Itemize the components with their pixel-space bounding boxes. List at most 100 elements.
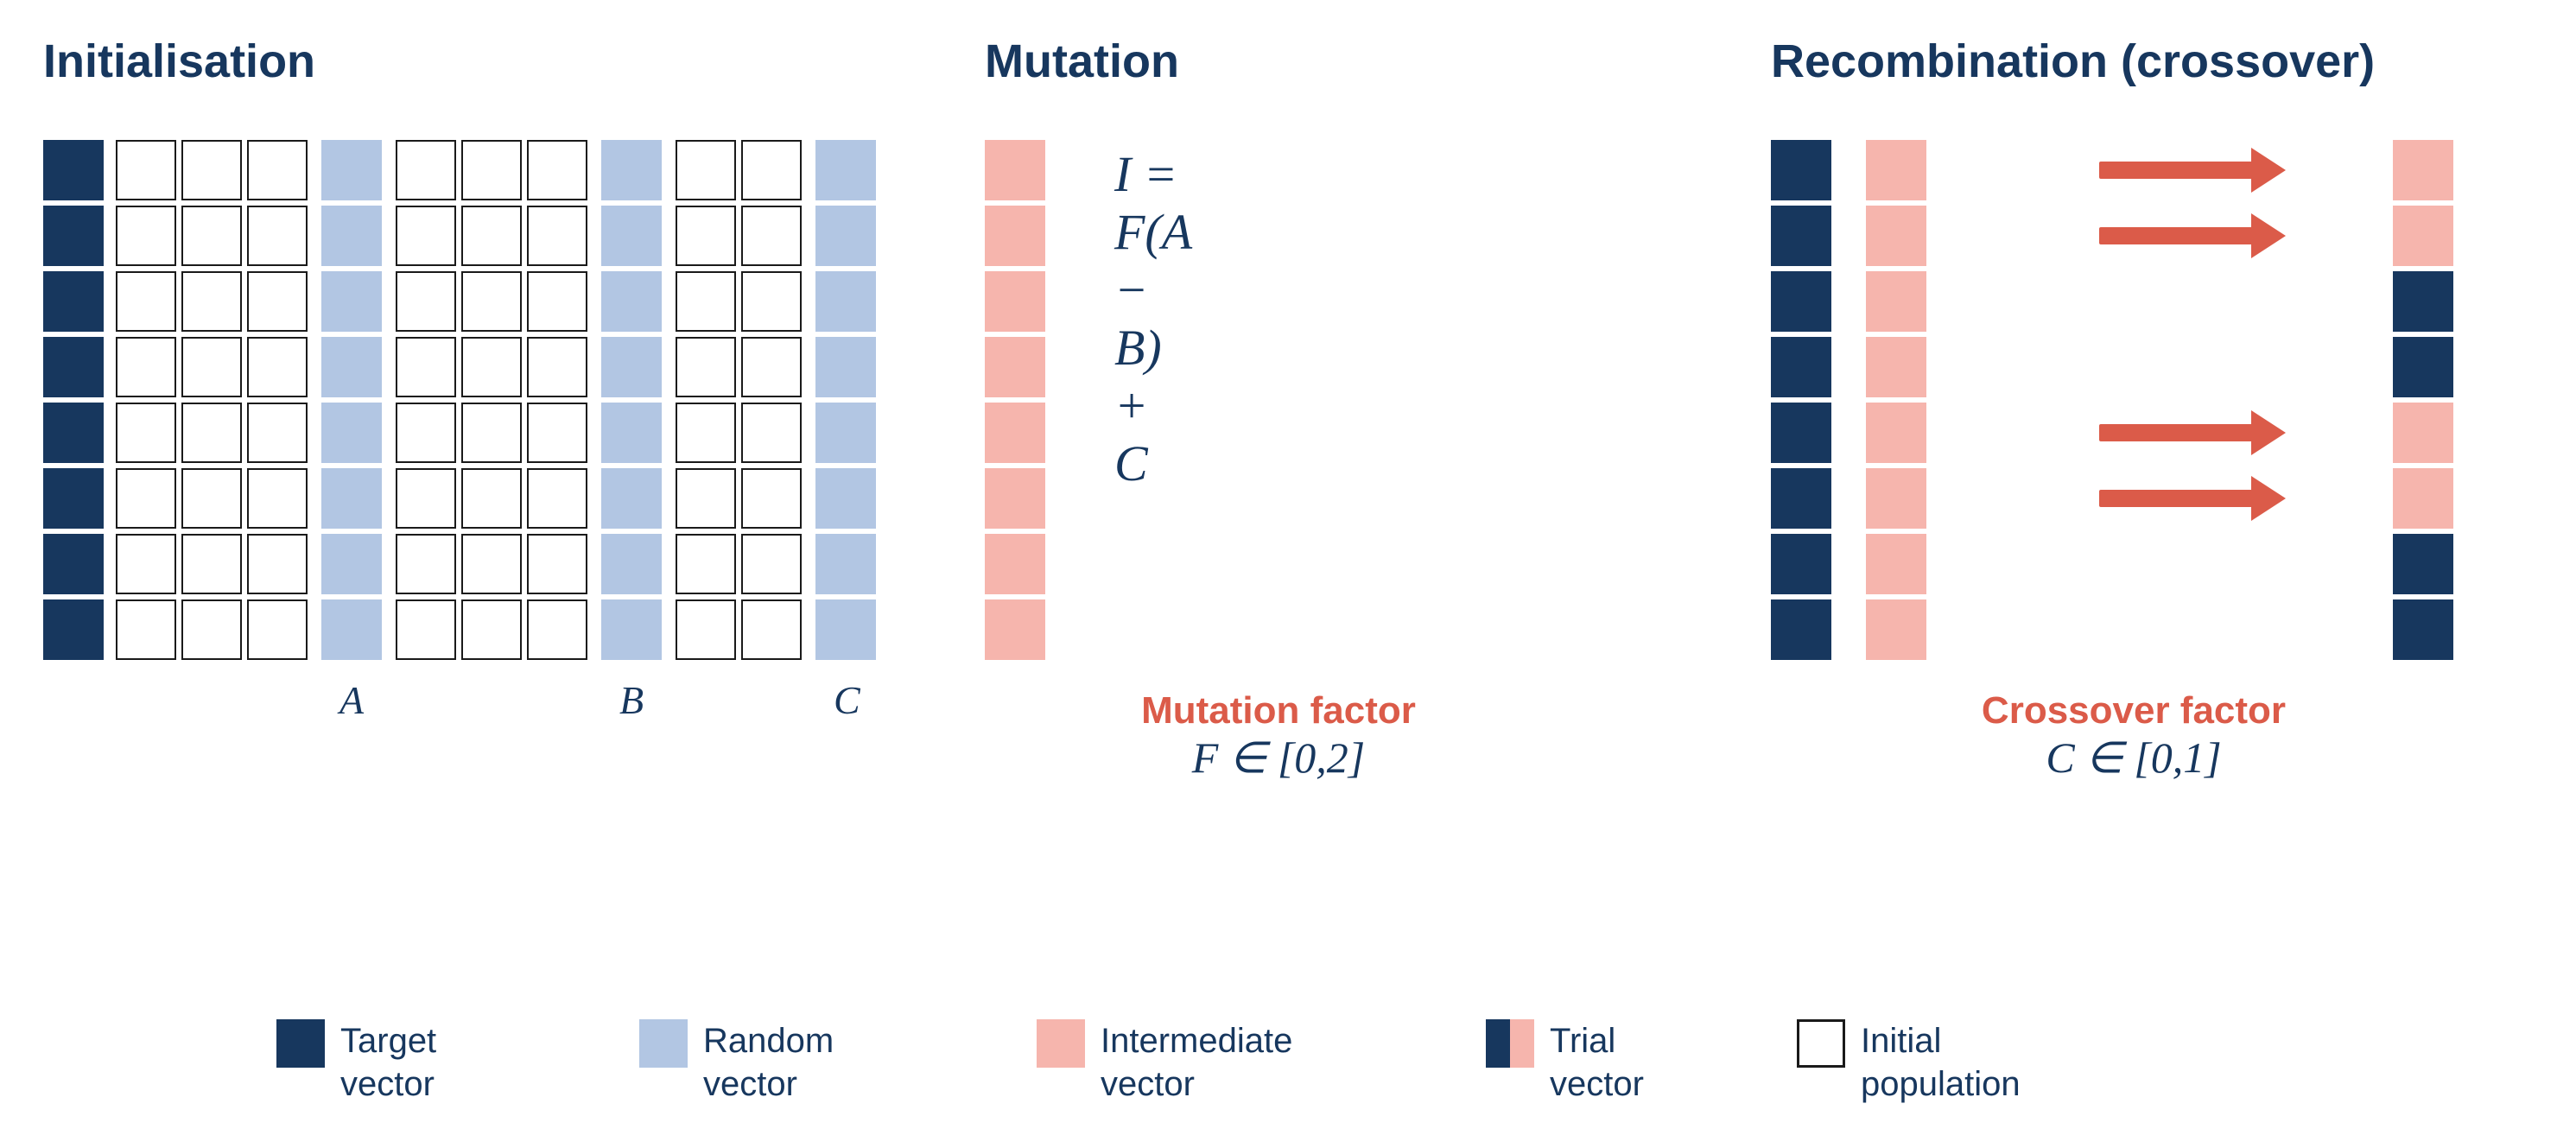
mutation-content: I = F(A − B) + C — [985, 140, 1179, 665]
intermediate-cell — [985, 337, 1045, 397]
grid-cell — [741, 337, 802, 397]
mutation-factor-block: Mutation factor F ∈ [0,2] — [1054, 689, 1503, 783]
arrow-icon — [2099, 410, 2289, 455]
section-recombination: Recombination (crossover) Crossover fact… — [1771, 35, 2531, 665]
grid-cell — [527, 468, 587, 529]
grid-cell — [601, 468, 662, 529]
grid-cell — [461, 271, 522, 332]
intermediate-cell — [1866, 534, 1926, 594]
grid-cell — [116, 599, 176, 660]
grid-cell — [181, 206, 242, 266]
grid-cell — [527, 271, 587, 332]
legend-swatch — [1486, 1019, 1534, 1068]
grid-cell — [741, 403, 802, 463]
grid-cell — [461, 337, 522, 397]
trial-cell — [2393, 206, 2453, 266]
grid-cell — [116, 206, 176, 266]
grid-cell — [396, 271, 456, 332]
trial-cell — [2393, 271, 2453, 332]
trial-cell — [2393, 534, 2453, 594]
intermediate-cell — [1866, 599, 1926, 660]
grid-cell — [676, 599, 736, 660]
target-cell — [1771, 599, 1831, 660]
grid-cell — [461, 140, 522, 200]
legend-swatch — [639, 1019, 688, 1068]
grid-cell — [43, 337, 104, 397]
grid-cell — [181, 337, 242, 397]
grid-cell — [396, 337, 456, 397]
intermediate-cell — [1866, 140, 1926, 200]
legend-label: Initial population — [1861, 1019, 2021, 1106]
heading-initialisation: Initialisation — [43, 35, 881, 88]
crossover-factor-math: C ∈ [0,1] — [1892, 733, 2376, 783]
initialisation-grid: ABC — [43, 140, 881, 665]
intermediate-cell — [1866, 271, 1926, 332]
legend-label: Intermediate vector — [1101, 1019, 1292, 1106]
intermediate-cell — [985, 206, 1045, 266]
grid-cell — [396, 206, 456, 266]
grid-cell — [461, 468, 522, 529]
grid-cell — [321, 337, 382, 397]
grid-cell — [601, 271, 662, 332]
target-cell — [1771, 534, 1831, 594]
section-mutation: Mutation I = F(A − B) + C Mutation facto… — [985, 35, 1179, 665]
grid-cell — [815, 599, 876, 660]
grid-cell — [181, 468, 242, 529]
grid-cell — [527, 206, 587, 266]
legend-item: Random vector — [639, 1019, 834, 1106]
trial-cell — [2393, 140, 2453, 200]
grid-cell — [43, 271, 104, 332]
grid-cell — [43, 599, 104, 660]
legend-label: Trial vector — [1550, 1019, 1644, 1106]
grid-cell — [527, 599, 587, 660]
grid-cell — [247, 140, 308, 200]
legend-item: Initial population — [1797, 1019, 2021, 1106]
grid-cell — [601, 337, 662, 397]
intermediate-cell — [985, 140, 1045, 200]
grid-cell — [815, 140, 876, 200]
grid-cell — [321, 271, 382, 332]
intermediate-cell — [1866, 468, 1926, 529]
grid-cell — [815, 534, 876, 594]
grid-cell — [321, 534, 382, 594]
grid-cell — [815, 337, 876, 397]
intermediate-cell — [1866, 337, 1926, 397]
grid-cell — [676, 206, 736, 266]
grid-cell — [43, 468, 104, 529]
column-label: B — [619, 677, 644, 723]
grid-cell — [815, 403, 876, 463]
grid-cell — [247, 599, 308, 660]
grid-cell — [321, 403, 382, 463]
legend-label: Random vector — [703, 1019, 834, 1106]
legend-item: Intermediate vector — [1037, 1019, 1292, 1106]
grid-cell — [461, 599, 522, 660]
legend-item: Trial vector — [1486, 1019, 1644, 1106]
grid-cell — [527, 337, 587, 397]
grid-cell — [43, 534, 104, 594]
column-label: A — [339, 677, 364, 723]
grid-cell — [43, 206, 104, 266]
crossover-factor-label: Crossover factor — [1892, 689, 2376, 733]
grid-cell — [116, 337, 176, 397]
grid-cell — [676, 337, 736, 397]
grid-cell — [181, 271, 242, 332]
grid-cell — [741, 468, 802, 529]
mutation-factor-math: F ∈ [0,2] — [1054, 733, 1503, 783]
grid-cell — [527, 534, 587, 594]
grid-cell — [116, 140, 176, 200]
grid-cell — [247, 271, 308, 332]
grid-cell — [741, 140, 802, 200]
mutation-factor-label: Mutation factor — [1054, 689, 1503, 733]
grid-cell — [396, 140, 456, 200]
intermediate-cell — [985, 403, 1045, 463]
grid-cell — [815, 271, 876, 332]
grid-cell — [676, 403, 736, 463]
grid-cell — [181, 599, 242, 660]
target-cell — [1771, 468, 1831, 529]
grid-cell — [601, 599, 662, 660]
target-cell — [1771, 140, 1831, 200]
intermediate-cell — [985, 271, 1045, 332]
intermediate-cell — [985, 599, 1045, 660]
grid-cell — [116, 534, 176, 594]
grid-cell — [247, 468, 308, 529]
